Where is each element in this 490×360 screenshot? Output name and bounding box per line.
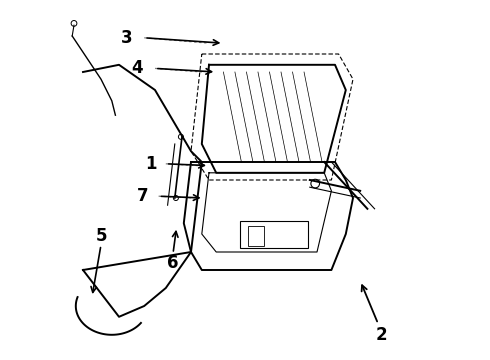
Text: 4: 4 — [131, 59, 143, 77]
FancyBboxPatch shape — [248, 226, 264, 246]
Text: 5: 5 — [95, 227, 107, 245]
Text: 6: 6 — [167, 254, 179, 272]
Text: 1: 1 — [146, 155, 157, 173]
Text: 7: 7 — [137, 187, 148, 205]
Text: 3: 3 — [121, 29, 132, 47]
FancyBboxPatch shape — [240, 221, 308, 248]
Text: 2: 2 — [376, 326, 388, 344]
